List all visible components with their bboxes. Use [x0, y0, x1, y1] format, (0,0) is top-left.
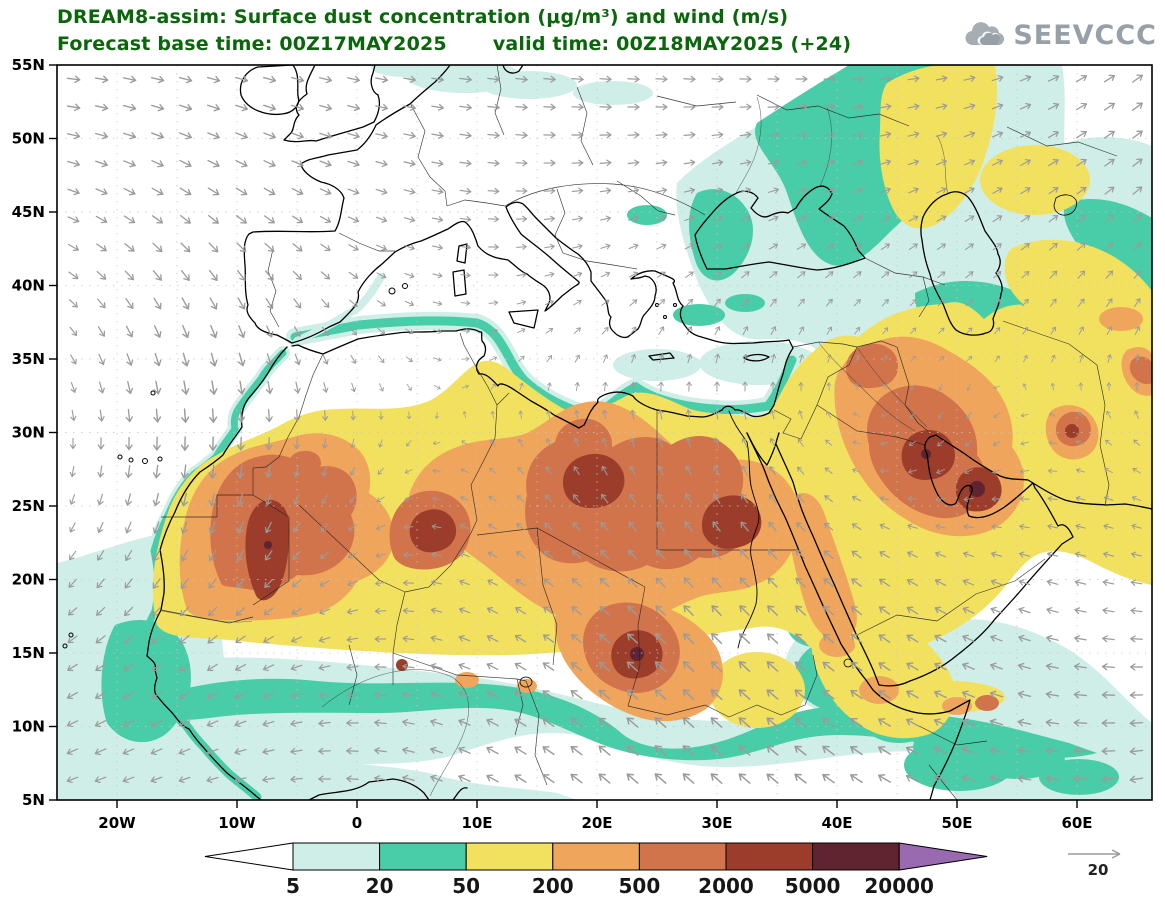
dust-level-5000-20000	[264, 449, 985, 661]
colorbar-arrow-above-range	[898, 842, 988, 871]
map-axis-ticks: 55N 50N 45N 40N 35N 30N 25N 20N 15N 10N 5N 20W 10W 0 1…	[12, 56, 1093, 832]
colorbar-label: 2000	[698, 874, 754, 898]
lon-tick-label: 20W	[98, 814, 136, 832]
wind-reference-value: 20	[1088, 861, 1109, 879]
seevccc-logo: SEEVCCC	[962, 20, 1157, 51]
coastline-sweden-tip	[502, 65, 524, 74]
wind-vector-field	[66, 74, 1144, 784]
cloud-logo-icon	[965, 21, 1005, 45]
lat-tick-label: 5N	[22, 791, 45, 809]
plot-title: DREAM8-assim: Surface dust concentration…	[57, 6, 789, 28]
colorbar-segment	[812, 842, 900, 871]
coastline-sinai	[746, 432, 780, 466]
island-sicily	[508, 309, 539, 329]
valid-time: valid time: 00Z18MAY2025 (+24)	[492, 33, 852, 55]
colorbar-segment	[292, 842, 381, 871]
nile-river	[728, 410, 760, 649]
colorbar-segment	[465, 842, 554, 871]
coastline-red-sea-africa	[746, 432, 971, 800]
lon-tick-label: 50E	[941, 814, 972, 832]
logo-text: SEEVCCC	[1013, 20, 1157, 51]
colorbar-label: 20000	[864, 874, 934, 898]
coastline-caspian-sea	[920, 191, 1003, 336]
island-corsica	[456, 243, 468, 264]
coastline-ireland	[239, 65, 300, 116]
colorbar-label: 5	[286, 874, 300, 898]
wind-reference-legend: 20	[1068, 849, 1121, 879]
lon-tick-label: 40E	[821, 814, 852, 832]
lon-tick-label: 10E	[461, 814, 492, 832]
coastline-arabia	[775, 434, 1074, 687]
lon-tick-label: 20E	[581, 814, 612, 832]
colorbar-segment	[379, 842, 467, 871]
lat-tick-label: 15N	[12, 644, 45, 662]
coastline-persian-gulf-north	[935, 434, 1152, 510]
lon-tick-label: 0	[352, 814, 362, 832]
colorbar-segment	[552, 842, 640, 871]
lon-tick-label: 30E	[701, 814, 732, 832]
colorbar-arrow-below-range	[204, 842, 294, 871]
colorbar-label: 5000	[785, 874, 841, 898]
lat-tick-label: 20N	[12, 571, 45, 589]
small-islands	[62, 283, 677, 649]
colorbar-segment	[725, 842, 814, 871]
country-borders	[160, 65, 1118, 800]
lat-tick-label: 35N	[12, 350, 45, 368]
lat-tick-label: 25N	[12, 497, 45, 515]
plot-subtitle: Forecast base time: 00Z17MAY2025 valid ti…	[57, 31, 851, 58]
lon-tick-label: 60E	[1061, 814, 1092, 832]
lat-tick-label: 55N	[12, 56, 45, 74]
lake-chad	[519, 676, 533, 688]
colorbar-label: 50	[452, 874, 480, 898]
colorbar-segment	[638, 842, 727, 871]
island-cyprus	[743, 353, 770, 362]
lat-tick-label: 10N	[12, 718, 45, 736]
coastline-britain	[283, 65, 381, 143]
forecast-base-time: Forecast base time: 00Z17MAY2025	[57, 33, 447, 55]
coastlines	[62, 65, 1152, 800]
colorbar: 5 20 50 200 500 2000 5000 20000	[204, 842, 988, 898]
lon-tick-label: 10W	[218, 814, 256, 832]
lake-aral	[1053, 194, 1077, 216]
lat-tick-label: 50N	[12, 130, 45, 148]
rivers	[161, 96, 949, 797]
lat-tick-label: 45N	[12, 203, 45, 221]
coastline-mediterranean	[291, 201, 794, 429]
island-sardinia	[452, 269, 467, 297]
coastline-atlantic-europe	[243, 65, 451, 344]
lat-tick-label: 30N	[12, 424, 45, 442]
island-crete	[648, 352, 675, 361]
dust-concentration-fill-layers	[57, 65, 1152, 800]
plot-header: DREAM8-assim: Surface dust concentration…	[57, 4, 851, 58]
colorbar-label: 20	[366, 874, 394, 898]
colorbar-label: 500	[619, 874, 661, 898]
coastline-black-sea	[694, 185, 866, 271]
colorbar-label: 200	[532, 874, 574, 898]
lat-tick-label: 40N	[12, 277, 45, 295]
